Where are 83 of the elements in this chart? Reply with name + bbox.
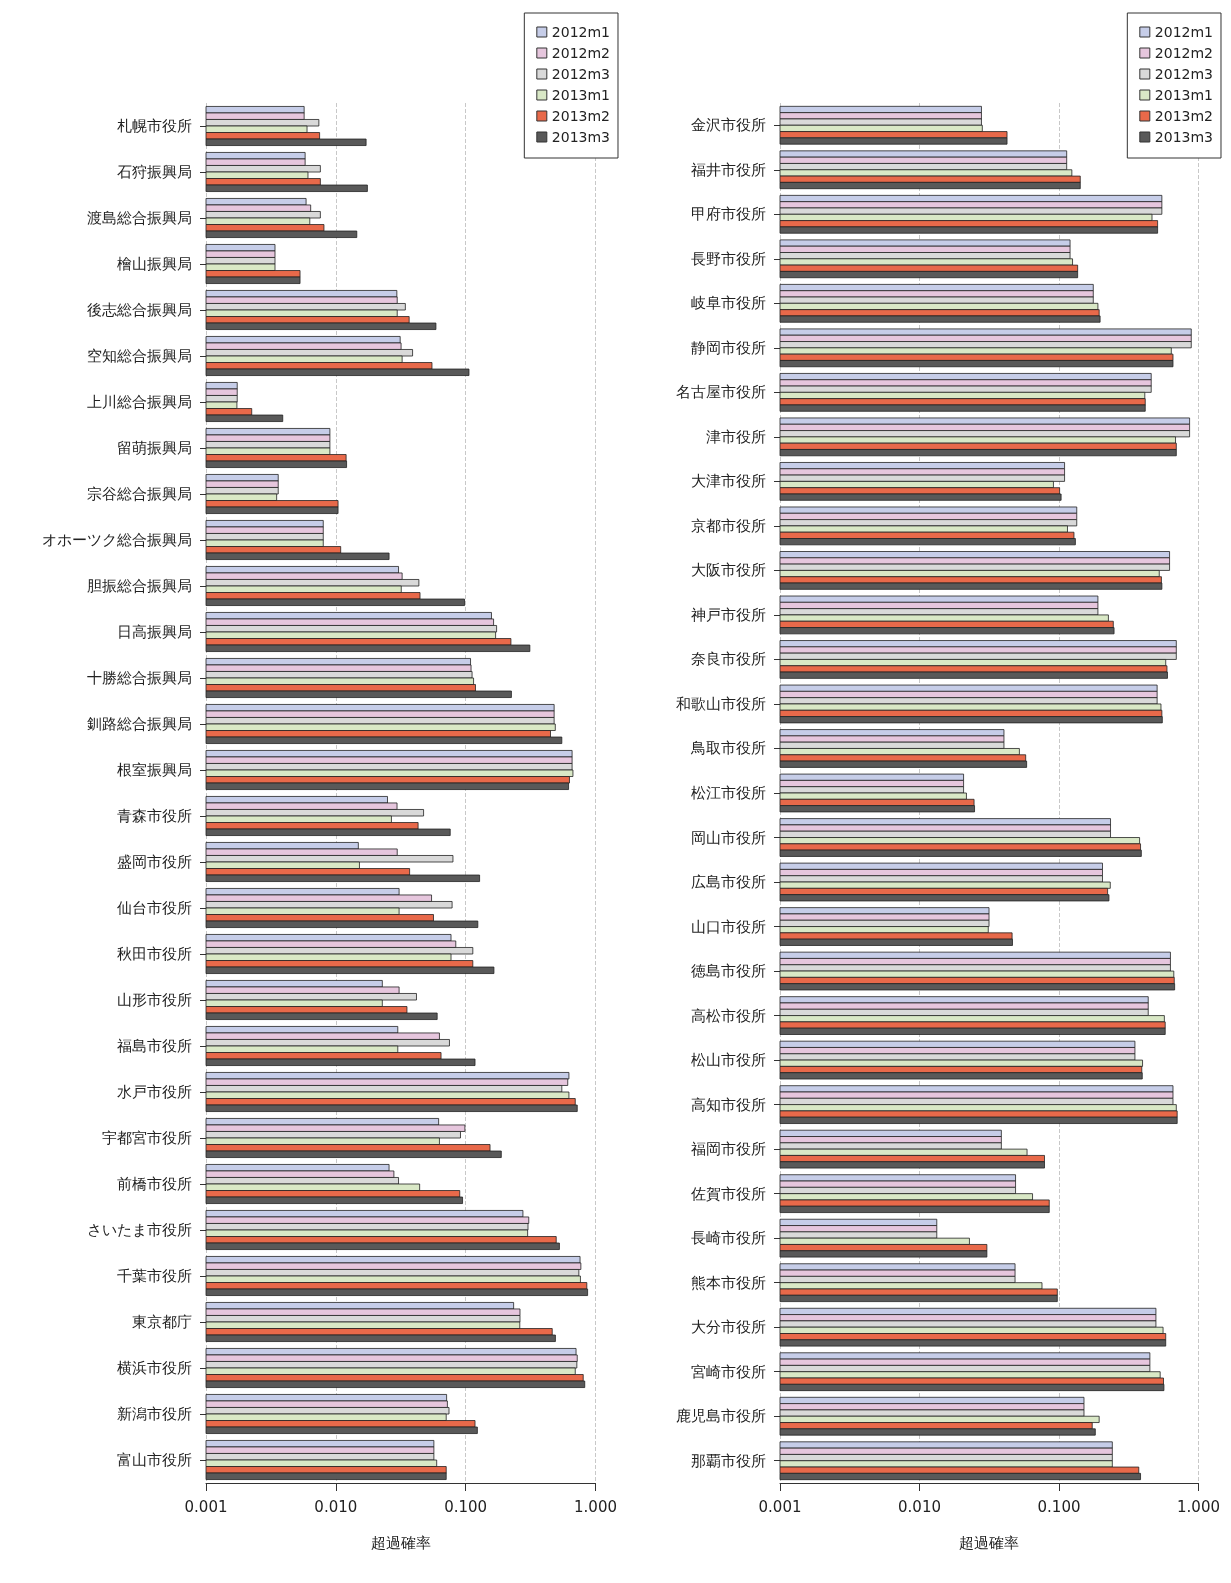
legend-label: 2012m3 (1154, 66, 1214, 82)
y-tick-label: 札幌市役所 (117, 117, 192, 135)
y-tick-label: 青森市役所 (117, 807, 192, 825)
y-tick-label: 那覇市役所 (691, 1451, 766, 1470)
y-tick-label: 岐阜市役所 (691, 294, 766, 313)
y-tick-label: 大阪市役所 (691, 561, 766, 580)
y-tick-label: 檜山振興局 (117, 255, 192, 273)
y-tick-label: 仙台市役所 (117, 899, 192, 917)
y-tick-label: さいたま市役所 (87, 1221, 192, 1239)
y-tick-label: 渡島総合振興局 (87, 209, 192, 227)
legend-label: 2013m2 (551, 108, 611, 124)
legend-label: 2012m3 (551, 66, 611, 82)
y-tick-label: 甲府市役所 (691, 205, 766, 224)
y-tick-label: 岡山市役所 (691, 828, 766, 847)
legend-label: 2013m3 (551, 129, 611, 145)
y-tick-label: オホーツク総合振興局 (42, 531, 192, 549)
y-tick-label: 宇都宮市役所 (102, 1129, 192, 1147)
y-tick-label: 徳島市役所 (691, 962, 766, 981)
y-tick-label: 横浜市役所 (117, 1359, 192, 1377)
y-tick-label: 石狩振興局 (117, 163, 192, 181)
y-tick-label: 宮崎市役所 (691, 1362, 766, 1381)
legend-label: 2013m1 (551, 87, 611, 103)
y-tick-label: 上川総合振興局 (87, 393, 192, 411)
y-tick-label: 高松市役所 (691, 1006, 766, 1025)
y-tick-label: 福井市役所 (691, 160, 766, 179)
y-tick-label: 和歌山市役所 (676, 694, 766, 713)
x-tick-label: 0.010 (314, 1497, 358, 1516)
y-tick-label: 秋田市役所 (117, 945, 192, 963)
y-tick-label: 胆振総合振興局 (87, 577, 192, 595)
y-tick-label: 奈良市役所 (691, 650, 766, 669)
y-tick-label: 釧路総合振興局 (87, 715, 192, 733)
y-tick-label: 後志総合振興局 (87, 301, 192, 319)
x-tick-label: 0.100 (444, 1497, 488, 1516)
y-tick-label: 東京都庁 (132, 1313, 192, 1331)
x-axis-title: 超過確率 (370, 1533, 431, 1552)
y-tick-label: 福島市役所 (117, 1037, 192, 1055)
y-tick-label: 長崎市役所 (691, 1229, 766, 1248)
x-tick-label: 0.100 (1037, 1497, 1081, 1516)
y-tick-label: 津市役所 (706, 427, 766, 446)
legend-label: 2013m3 (1154, 129, 1214, 145)
legend-label: 2012m2 (551, 45, 611, 61)
y-tick-label: 新潟市役所 (117, 1405, 192, 1423)
y-tick-label: 山形市役所 (117, 991, 192, 1009)
y-tick-label: 十勝総合振興局 (87, 669, 192, 687)
y-tick-label: 大分市役所 (691, 1318, 766, 1337)
y-tick-label: 大津市役所 (691, 472, 766, 491)
y-tick-label: 広島市役所 (691, 873, 766, 892)
y-tick-label: 金沢市役所 (691, 116, 766, 135)
legend-label: 2012m1 (551, 24, 611, 40)
legend-label: 2013m1 (1154, 87, 1214, 103)
y-tick-label: 静岡市役所 (691, 338, 766, 357)
x-tick-label: 1.000 (1177, 1497, 1221, 1516)
y-tick-label: 日高振興局 (117, 623, 192, 641)
y-tick-label: 京都市役所 (691, 516, 766, 535)
x-tick-label: 0.010 (898, 1497, 941, 1516)
y-tick-label: 富山市役所 (117, 1451, 192, 1469)
y-tick-label: 高知市役所 (691, 1095, 766, 1114)
y-tick-label: 鳥取市役所 (690, 739, 766, 758)
legend-label: 2012m1 (1154, 24, 1214, 40)
y-tick-label: 神戸市役所 (691, 605, 766, 624)
x-tick-label: 0.001 (758, 1497, 802, 1516)
x-axis-title: 超過確率 (959, 1533, 1020, 1552)
y-tick-label: 熊本市役所 (691, 1273, 766, 1292)
y-tick-label: 空知総合振興局 (87, 347, 192, 365)
x-tick-label: 1.000 (574, 1497, 618, 1516)
y-tick-label: 盛岡市役所 (117, 853, 192, 871)
y-tick-label: 松山市役所 (691, 1051, 766, 1070)
y-tick-label: 鹿児島市役所 (676, 1407, 766, 1426)
y-tick-label: 福岡市役所 (691, 1140, 766, 1159)
y-tick-label: 根室振興局 (117, 761, 192, 779)
y-tick-label: 千葉市役所 (117, 1267, 192, 1285)
y-tick-label: 山口市役所 (691, 917, 766, 936)
y-tick-label: 留萌振興局 (117, 439, 192, 457)
y-tick-label: 宗谷総合振興局 (87, 485, 192, 503)
y-tick-label: 佐賀市役所 (691, 1184, 766, 1203)
y-tick-label: 名古屋市役所 (676, 383, 766, 402)
y-tick-label: 長野市役所 (691, 249, 766, 268)
y-tick-label: 前橋市役所 (117, 1175, 192, 1193)
x-tick-label: 0.001 (184, 1497, 228, 1516)
y-tick-label: 水戸市役所 (117, 1083, 192, 1101)
legend-label: 2013m2 (1154, 108, 1214, 124)
y-tick-label: 松江市役所 (691, 784, 766, 802)
legend-label: 2012m2 (1154, 45, 1214, 61)
